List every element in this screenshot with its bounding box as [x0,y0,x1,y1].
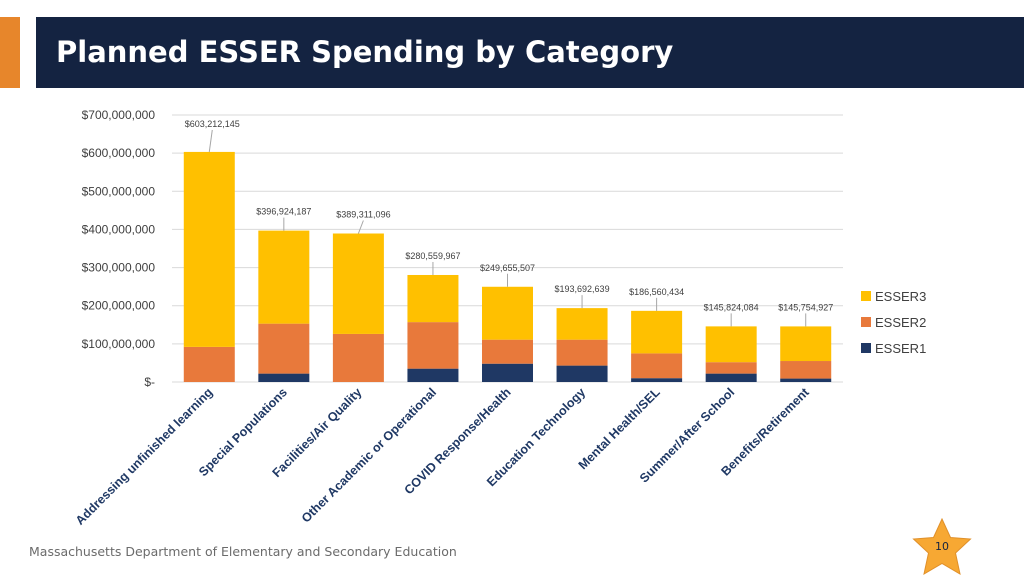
bar-segment-esser2 [705,362,757,374]
page-title: Planned ESSER Spending by Category [56,35,674,69]
bar-segment-esser2 [332,333,384,382]
bar-segment-esser3 [631,310,683,354]
bar-segment-esser3 [407,274,459,323]
y-tick-label: $500,000,000 [82,184,156,198]
bar-segment-esser2 [631,353,683,379]
data-label: $186,560,434 [629,287,684,297]
bar-segment-esser1 [631,378,683,382]
bar-segment-esser3 [183,151,235,347]
bar-segment-esser1 [705,373,757,382]
y-tick-label: $600,000,000 [82,146,156,160]
bar-segment-esser2 [183,346,235,382]
bar-segment-esser3 [705,326,757,363]
bar-segment-esser3 [332,233,384,334]
page-number: 10 [935,540,949,553]
data-label: $396,924,187 [256,207,311,217]
y-tick-label: $- [144,375,155,389]
data-label: $280,559,967 [405,251,460,261]
y-tick-label: $300,000,000 [82,261,156,275]
bar-segment-esser1 [407,368,459,382]
x-category-label: Mental Health/SEL [576,385,663,472]
data-label: $249,655,507 [480,263,535,273]
data-label: $389,311,096 [336,210,390,220]
data-label-leader [208,129,213,152]
legend-swatch [861,343,871,353]
bar-segment-esser2 [407,322,459,369]
legend-swatch [861,291,871,301]
y-tick-label: $700,000,000 [82,108,156,122]
data-label: $145,824,084 [704,302,759,312]
y-tick-label: $400,000,000 [82,222,156,236]
bar-segment-esser1 [780,378,832,382]
legend-label: ESSER3 [875,289,926,304]
bar-segment-esser2 [258,323,310,374]
bar-segment-esser3 [780,326,832,362]
bar-segment-esser3 [258,230,310,324]
bar-segment-esser2 [556,339,608,366]
x-category-label: Addressing unfinished learning [73,385,216,528]
legend-swatch [861,317,871,327]
bar-segment-esser1 [556,365,608,382]
data-label-leader [357,220,364,234]
data-label: $145,754,927 [778,302,833,312]
bar-segment-esser3 [482,286,533,340]
legend-label: ESSER1 [875,341,926,356]
data-label: $603,212,145 [185,119,240,129]
bar-segment-esser1 [258,373,310,382]
footer-org: Massachusetts Department of Elementary a… [29,544,457,559]
page-number-star-icon [912,518,972,576]
legend-label: ESSER2 [875,315,926,330]
header-accent-bar [0,17,20,88]
y-tick-label: $100,000,000 [82,337,156,351]
header-bar [36,17,1024,88]
bar-segment-esser2 [780,361,832,379]
bar-segment-esser3 [556,308,608,340]
x-category-label: Other Academic or Operational [299,385,439,525]
bar-segment-esser1 [482,363,533,382]
bar-segment-esser2 [482,339,533,364]
data-label: $193,692,639 [555,284,610,294]
y-tick-label: $200,000,000 [82,299,156,313]
